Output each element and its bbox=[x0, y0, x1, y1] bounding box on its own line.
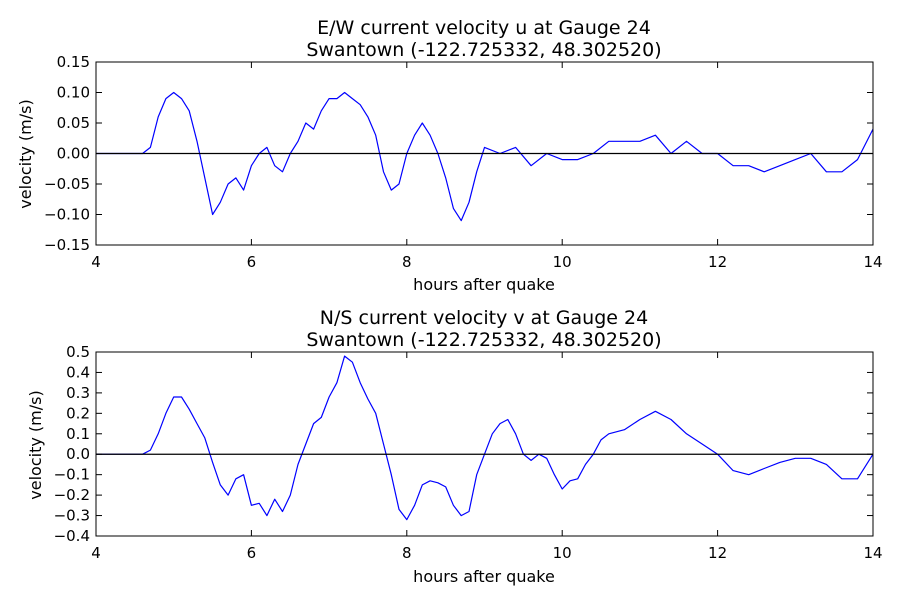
y-tick-label: 0.2 bbox=[66, 404, 90, 422]
x-tick-label: 12 bbox=[708, 544, 727, 562]
plot-area: 4 6 8 10 12 14 −0.4 −0.3 −0.2 −0.1 0.0 0.1 0.2 0.3 0.4… bbox=[54, 343, 883, 562]
x-axis-label: hours after quake bbox=[413, 275, 555, 294]
x-tick-label: 10 bbox=[553, 253, 572, 271]
chart-title-line2: Swantown (-122.725332, 48.302520) bbox=[306, 329, 661, 351]
x-tick-label: 6 bbox=[247, 253, 257, 271]
y-tick-label: 0.05 bbox=[57, 114, 90, 132]
y-tick-label: −0.1 bbox=[54, 466, 90, 484]
ns-velocity-chart: N/S current velocity v at Gauge 24 Swant… bbox=[26, 307, 883, 586]
series-line bbox=[96, 91, 874, 222]
y-tick-label: 0.00 bbox=[57, 145, 90, 163]
chart-title-line1: N/S current velocity v at Gauge 24 bbox=[320, 307, 648, 329]
series-line bbox=[96, 355, 874, 521]
x-axis-label: hours after quake bbox=[413, 567, 555, 586]
y-axis-label: velocity (m/s) bbox=[16, 99, 35, 208]
y-tick-label: 0.4 bbox=[66, 363, 90, 381]
y-tick-label: 0.0 bbox=[66, 445, 90, 463]
y-tick-label: −0.3 bbox=[54, 507, 90, 525]
y-axis-label: velocity (m/s) bbox=[26, 390, 45, 499]
y-tick-label: 0.5 bbox=[66, 343, 90, 361]
plot-frame bbox=[95, 351, 874, 537]
chart-title-line2: Swantown (-122.725332, 48.302520) bbox=[306, 39, 661, 61]
y-tick-label: 0.3 bbox=[66, 384, 90, 402]
y-tick-label: 0.1 bbox=[66, 425, 90, 443]
y-tick-label: −0.15 bbox=[44, 236, 90, 254]
plot-area: 4 6 8 10 12 14 −0.15 −0.10 −0.05 0.00 0.05 0.10 0.15 bbox=[44, 53, 883, 271]
x-tick-label: 4 bbox=[91, 253, 101, 271]
x-tick-label: 14 bbox=[863, 253, 882, 271]
x-tick-label: 6 bbox=[247, 544, 257, 562]
ew-velocity-chart: E/W current velocity u at Gauge 24 Swant… bbox=[16, 17, 883, 294]
x-tick-label: 12 bbox=[708, 253, 727, 271]
x-tick-label: 8 bbox=[402, 253, 412, 271]
y-tick-label: −0.10 bbox=[44, 206, 90, 224]
chart-title-line1: E/W current velocity u at Gauge 24 bbox=[317, 17, 651, 39]
y-tick-label: 0.15 bbox=[57, 53, 90, 71]
x-tick-label: 4 bbox=[91, 544, 101, 562]
y-tick-label: −0.2 bbox=[54, 486, 90, 504]
x-tick-label: 10 bbox=[553, 544, 572, 562]
y-tick-label: −0.05 bbox=[44, 175, 90, 193]
y-tick-label: 0.10 bbox=[57, 84, 90, 102]
x-tick-label: 8 bbox=[402, 544, 412, 562]
y-tick-label: −0.4 bbox=[54, 527, 90, 545]
x-tick-label: 14 bbox=[863, 544, 882, 562]
